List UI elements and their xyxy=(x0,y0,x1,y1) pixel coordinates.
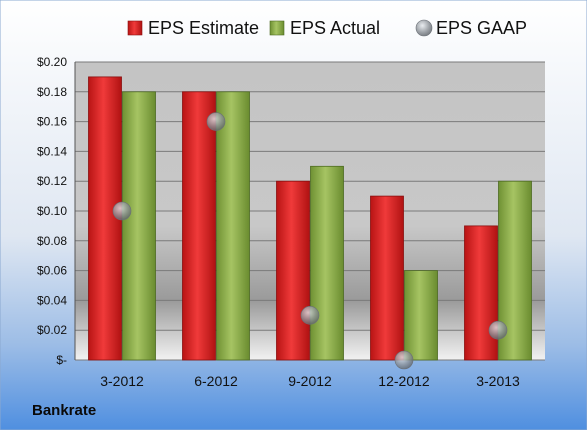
y-tick-label: $0.02 xyxy=(37,323,67,337)
gaap-marker xyxy=(300,305,320,325)
bar-estimate xyxy=(370,195,404,361)
x-axis-ticks: 3-2012 6-2012 9-2012 12-2012 3-2013 xyxy=(100,373,520,389)
x-tick-label: 3-2013 xyxy=(476,373,520,389)
y-tick-label: $0.06 xyxy=(37,264,67,278)
y-tick-label: $0.10 xyxy=(37,204,67,218)
legend: EPS Estimate EPS Actual EPS GAAP xyxy=(127,18,527,38)
legend-swatch-gaap xyxy=(415,19,433,37)
y-axis-ticks: $- $0.02 $0.04 $0.06 $0.08 $0.10 $0.12 $0.14 $0.… xyxy=(37,55,67,367)
y-tick-label: $0.20 xyxy=(37,55,67,69)
legend-label: EPS Estimate xyxy=(148,18,259,38)
gaap-marker xyxy=(394,350,414,370)
legend-label: EPS Actual xyxy=(290,18,380,38)
gaap-marker xyxy=(112,201,132,221)
bar-estimate xyxy=(464,225,498,361)
bar-actual xyxy=(310,165,344,361)
bar-actual xyxy=(216,91,250,361)
y-tick-label: $0.14 xyxy=(37,144,67,158)
legend-swatch-actual xyxy=(269,20,285,36)
y-tick-label: $0.16 xyxy=(37,115,67,129)
gaap-marker xyxy=(488,320,508,340)
x-tick-label: 9-2012 xyxy=(288,373,332,389)
gaap-markers xyxy=(112,112,508,370)
legend-label: EPS GAAP xyxy=(436,18,527,38)
bar-estimate xyxy=(182,91,216,361)
bar-estimate xyxy=(88,76,122,361)
x-tick-label: 6-2012 xyxy=(194,373,238,389)
y-tick-label: $0.18 xyxy=(37,85,67,99)
y-tick-label: $0.04 xyxy=(37,293,67,307)
bars xyxy=(88,76,532,361)
bar-estimate xyxy=(276,180,310,361)
y-tick-label: $0.08 xyxy=(37,234,67,248)
gaap-marker xyxy=(206,112,226,131)
y-tick-label: $0.12 xyxy=(37,174,67,188)
x-tick-label: 12-2012 xyxy=(378,373,430,389)
bar-actual xyxy=(404,270,438,361)
brand-label: Bankrate xyxy=(32,402,96,419)
bar-actual xyxy=(122,91,156,361)
legend-swatch-estimate xyxy=(127,20,143,36)
x-tick-label: 3-2012 xyxy=(100,373,144,389)
y-tick-label: $- xyxy=(56,353,67,367)
